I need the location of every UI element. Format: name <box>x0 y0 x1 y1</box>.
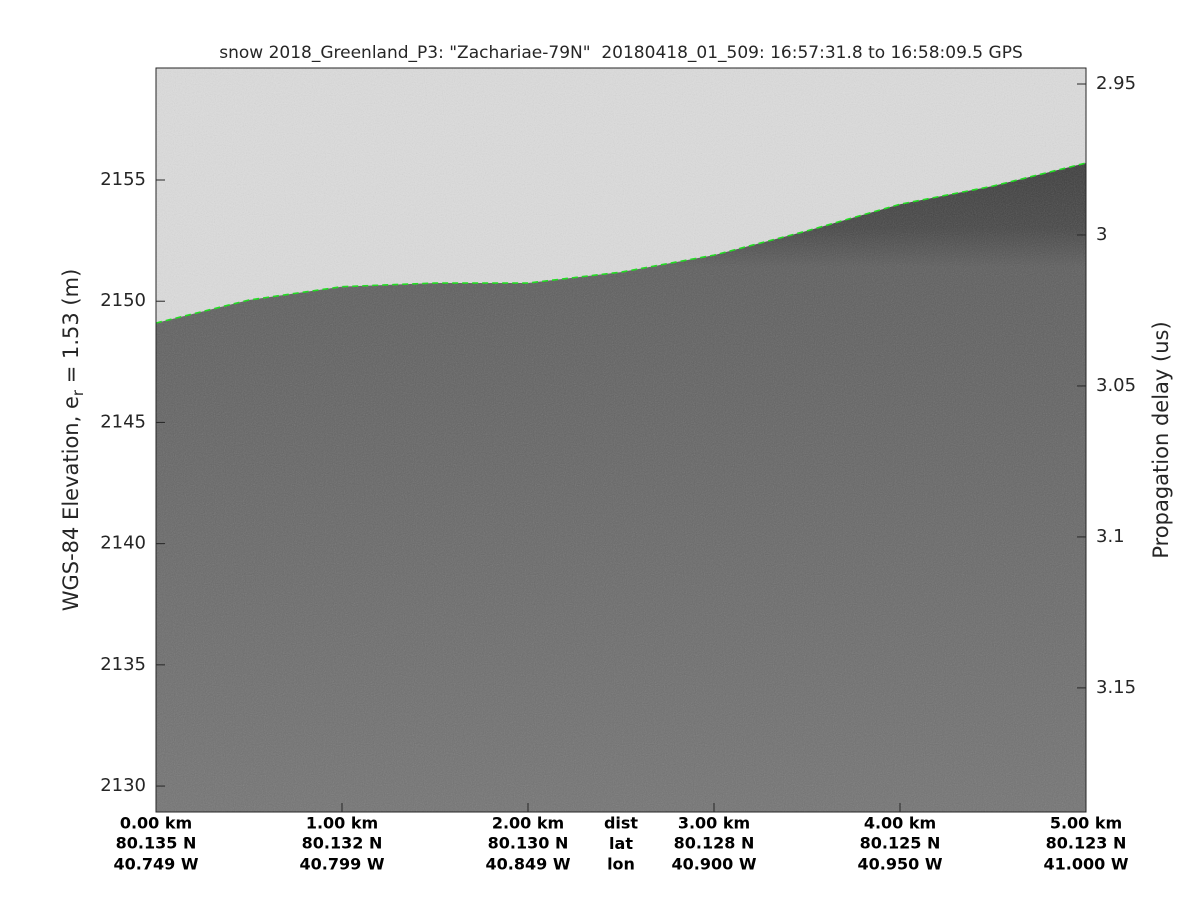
y-tick-label: 2140 <box>100 533 146 554</box>
x-tick-label: 0.00 km <box>120 814 192 833</box>
x-tick-lat: 80.130 N <box>488 834 569 853</box>
x-row-label: dist <box>604 814 638 833</box>
x-tick-lat: 80.125 N <box>860 834 941 853</box>
x-tick-lon: 40.799 W <box>300 855 385 874</box>
x-tick-lon: 40.849 W <box>486 855 571 874</box>
x-tick-label: 5.00 km <box>1050 814 1122 833</box>
y-tick-label: 2150 <box>100 290 146 311</box>
y2-axis-label: Propagation delay (us) <box>1149 321 1173 558</box>
x-row-label: lon <box>607 855 635 874</box>
chart-title: snow 2018_Greenland_P3: "Zachariae-79N" … <box>219 43 1022 63</box>
y-tick-label: 2130 <box>100 775 146 796</box>
x-tick-label: 4.00 km <box>864 814 936 833</box>
x-row-label: lat <box>609 834 633 853</box>
y-tick-label: 2145 <box>100 411 146 432</box>
x-tick-lon: 40.900 W <box>672 855 757 874</box>
noise-texture <box>156 68 1086 812</box>
plot-area <box>156 68 1086 812</box>
y2-tick-label: 3.05 <box>1096 375 1136 396</box>
x-tick-lon: 40.749 W <box>114 855 199 874</box>
y-tick-label: 2155 <box>100 169 146 190</box>
x-tick-lon: 41.000 W <box>1044 855 1129 874</box>
y-axis-label: WGS-84 Elevation, er = 1.53 (m) <box>59 269 87 612</box>
x-tick-lat: 80.128 N <box>674 834 755 853</box>
y2-tick-label: 3.15 <box>1096 677 1136 698</box>
x-tick-lon: 40.950 W <box>858 855 943 874</box>
x-tick-lat: 80.135 N <box>116 834 197 853</box>
x-tick-label: 2.00 km <box>492 814 564 833</box>
x-tick-lat: 80.123 N <box>1046 834 1127 853</box>
y2-tick-label: 3.1 <box>1096 526 1125 547</box>
y-label-subscript: r <box>69 389 87 396</box>
x-tick-label: 1.00 km <box>306 814 378 833</box>
y2-tick-label: 2.95 <box>1096 73 1136 94</box>
y-label-suffix: = 1.53 (m) <box>59 269 83 390</box>
y-tick-label: 2135 <box>100 654 146 675</box>
x-tick-lat: 80.132 N <box>302 834 383 853</box>
plot-frame <box>155 67 1087 813</box>
x-tick-label: 3.00 km <box>678 814 750 833</box>
y2-tick-label: 3 <box>1096 224 1107 245</box>
y-label-text: WGS-84 Elevation, e <box>59 396 83 611</box>
